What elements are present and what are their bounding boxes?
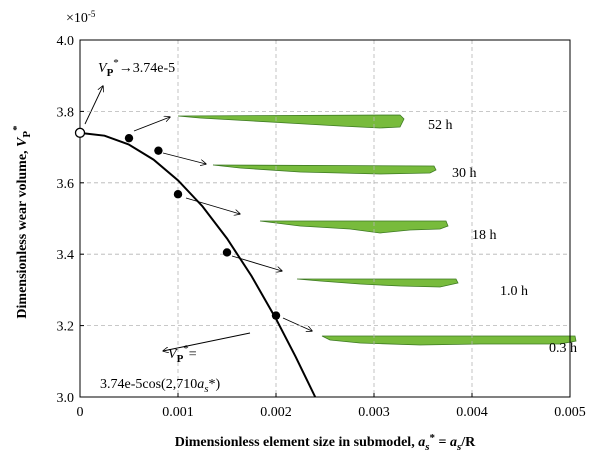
time-label: 18 h [472, 228, 497, 243]
x-axis-label: Dimensionless element size in submodel, … [175, 432, 476, 453]
wear-shapes [178, 115, 576, 345]
x-tick-label: 0.001 [162, 405, 194, 420]
equation-part: a [197, 377, 204, 392]
x-tick-label: 0.004 [456, 405, 488, 420]
x-axis-label-part: /R [460, 435, 476, 450]
fit-curve [80, 133, 315, 397]
wear-shape [213, 165, 436, 174]
equation-part: *) [208, 377, 220, 392]
equation-part: 3.74e-5cos(2,710 [100, 377, 197, 392]
x-axis-label-part: = [435, 435, 450, 450]
y-tick-label: 3.0 [57, 391, 75, 406]
time-label: 52 h [428, 118, 453, 133]
x-tick-label: 0 [77, 405, 84, 420]
y-multiplier-part: -5 [88, 9, 96, 19]
wear-shape [178, 115, 404, 128]
arrows [85, 86, 312, 351]
time-label: 30 h [452, 166, 477, 181]
time-label: 1.0 h [500, 284, 528, 299]
y-tick-label: 3.6 [57, 177, 75, 192]
data-point [154, 146, 162, 154]
data-point [223, 248, 231, 256]
arrow [283, 318, 312, 331]
annotation-part: →3.74e-5 [119, 61, 175, 76]
y-multiplier: ×10-5 [66, 9, 96, 26]
open-point [76, 128, 85, 137]
y-multiplier-part: ×10 [66, 11, 88, 26]
equation: 3.74e-5cos(2,710as*) [100, 377, 220, 395]
y-tick-label: 3.2 [57, 320, 75, 335]
annotation: VP*→3.74e-5 [98, 57, 175, 79]
data-point [125, 134, 133, 142]
y-axis-label-part: Dimensionless wear volume, [15, 147, 30, 319]
arrow [134, 117, 170, 131]
data-point [272, 311, 280, 319]
wear-shape [297, 279, 458, 287]
y-tick-label: 4.0 [57, 34, 75, 49]
y-tick-label: 3.8 [57, 105, 75, 120]
y-tick-label: 3.4 [57, 248, 75, 263]
x-tick-label: 0.002 [260, 405, 292, 420]
x-axis-label-part: a [418, 435, 425, 450]
x-tick-label: 0.003 [358, 405, 390, 420]
y-axis-label-part: * [11, 125, 23, 131]
arrow [85, 86, 103, 124]
wear-shape [322, 336, 576, 345]
equation: VP*= [168, 343, 197, 365]
x-tick-label: 0.005 [554, 405, 586, 420]
y-axis-label: Dimensionless wear volume, VP* [11, 125, 33, 319]
data-point [174, 190, 182, 198]
equation-part: = [189, 347, 197, 362]
wear-shape [260, 221, 448, 233]
x-axis-label-part: a [450, 435, 457, 450]
arrow [186, 198, 240, 214]
x-axis-label-part: Dimensionless element size in submodel, [175, 435, 418, 450]
time-label: 0.3 h [549, 341, 577, 356]
chart: 0 0.001 0.002 0.003 0.004 0.005 3.0 3.2 3.4 3.6 3.… [0, 0, 595, 464]
arrow [163, 153, 206, 164]
